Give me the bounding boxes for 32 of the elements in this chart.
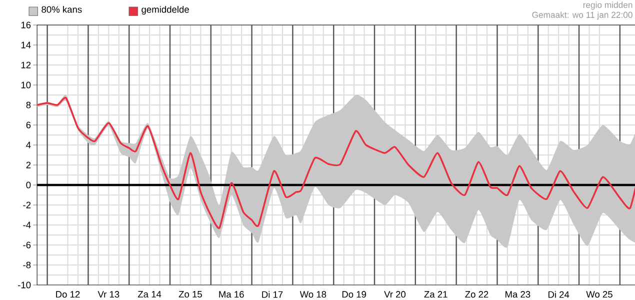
text: regio midden [583, 2, 632, 10]
y-tick-label: 16 [21, 22, 31, 28]
y-tick-label: 4 [26, 142, 31, 148]
x-tick-label: Ma 16 [219, 291, 244, 298]
y-tick-label: 10 [21, 82, 31, 88]
x-tick-label: Za 21 [424, 291, 448, 298]
y-tick-label: 14 [21, 42, 31, 48]
legend-label: gemiddelde [142, 6, 189, 15]
x-tick-label: Di 17 [262, 291, 283, 298]
y-tick-label: 12 [21, 62, 31, 68]
x-tick-label: Ma 23 [506, 291, 530, 298]
y-tick-label: 8 [26, 102, 31, 108]
y-tick-label: -8 [23, 262, 31, 268]
text: 80% kans [42, 6, 82, 13]
x-tick-label: Wo 18 [300, 291, 326, 298]
y-tick-label: -2 [23, 202, 31, 208]
x-tick-label: Za 14 [138, 291, 162, 298]
x-tick-label: Vr 13 [98, 291, 120, 298]
x-tick-label: Zo 15 [178, 291, 202, 298]
y-tick-label: 2 [26, 162, 31, 168]
y-tick-label: 6 [26, 122, 31, 128]
x-tick-label: Vr 20 [384, 291, 406, 298]
x-tick-label: Zo 22 [465, 291, 488, 298]
x-tick-label: Di 24 [548, 291, 570, 298]
x-tick-label: Do 19 [342, 291, 366, 298]
y-tick-label: 0 [26, 182, 31, 188]
text: Gemaakt: wo 11 jan 22:00 [532, 12, 632, 20]
y-tick-label: -6 [23, 242, 31, 248]
x-tick-label: Wo 25 [586, 291, 612, 298]
y-tick-label: -4 [23, 222, 31, 228]
x-tick-label: Do 12 [56, 291, 80, 298]
y-tick-label: -10 [18, 282, 31, 288]
